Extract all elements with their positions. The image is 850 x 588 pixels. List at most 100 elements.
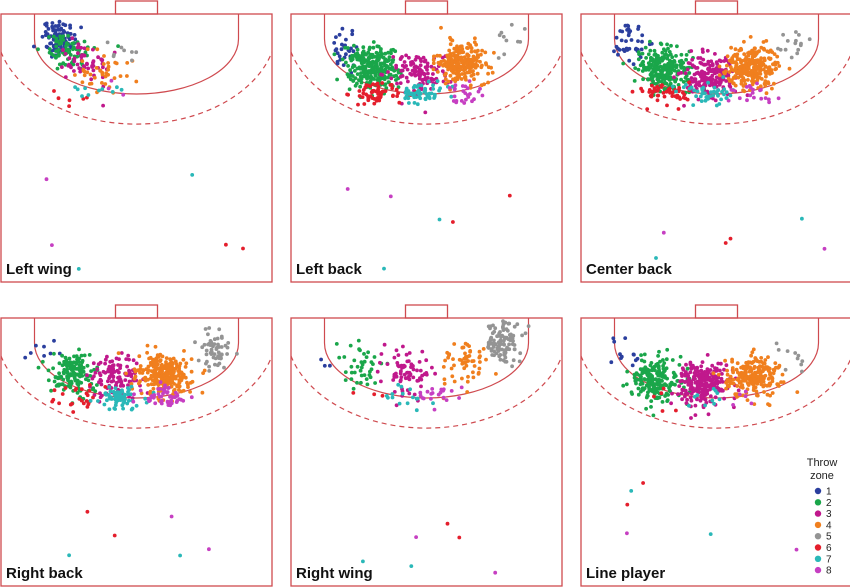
throw-point-zone-3 bbox=[710, 378, 715, 382]
throw-point-zone-4 bbox=[148, 391, 153, 395]
throw-point-zone-7 bbox=[125, 401, 130, 406]
throw-point-zone-5 bbox=[207, 369, 212, 373]
throw-point-zone-7 bbox=[424, 92, 429, 96]
throw-point-zone-6 bbox=[445, 521, 450, 526]
throw-point-zone-4 bbox=[431, 61, 436, 66]
throw-point-zone-3 bbox=[708, 394, 713, 398]
throw-point-zone-4 bbox=[730, 359, 734, 364]
throw-point-zone-4 bbox=[188, 390, 193, 394]
throw-point-zone-5 bbox=[498, 330, 502, 334]
throw-point-zone-2 bbox=[646, 61, 651, 66]
throw-point-zone-8 bbox=[759, 96, 764, 101]
throw-point-zone-3 bbox=[704, 376, 708, 380]
throw-point-zone-3 bbox=[670, 391, 674, 396]
throw-point-zone-5 bbox=[507, 347, 512, 352]
throw-point-zone-3 bbox=[696, 97, 701, 102]
throw-point-zone-7 bbox=[399, 384, 404, 389]
throw-point-zone-2 bbox=[85, 363, 90, 368]
throw-point-zone-2 bbox=[664, 357, 669, 362]
throw-point-zone-8 bbox=[158, 380, 163, 385]
throw-point-zone-1 bbox=[341, 63, 346, 67]
throw-point-zone-3 bbox=[714, 66, 719, 71]
throw-point-zone-2 bbox=[654, 82, 659, 86]
throw-point-zone-4 bbox=[750, 361, 754, 365]
throw-point-zone-8 bbox=[179, 397, 183, 402]
throw-point-zone-4 bbox=[777, 64, 782, 68]
throw-point-zone-1 bbox=[640, 39, 644, 44]
throw-point-zone-7 bbox=[716, 88, 720, 93]
throw-point-zone-6 bbox=[661, 386, 666, 391]
throw-point-zone-2 bbox=[75, 372, 79, 377]
throw-point-zone-2 bbox=[665, 347, 670, 352]
throw-point-zone-4 bbox=[770, 86, 774, 91]
throw-point-zone-4 bbox=[762, 56, 767, 61]
throw-point-zone-2 bbox=[345, 72, 350, 77]
throw-point-zone-4 bbox=[448, 73, 453, 78]
throw-point-zone-3 bbox=[683, 71, 688, 76]
throw-point-zone-2 bbox=[371, 362, 375, 366]
throw-point-zone-2 bbox=[49, 388, 53, 393]
throw-point-zone-3 bbox=[745, 93, 750, 98]
throw-point-zone-4 bbox=[468, 349, 473, 353]
throw-point-zone-2 bbox=[390, 65, 395, 70]
throw-point-zone-4 bbox=[765, 383, 769, 388]
throw-point-zone-6 bbox=[394, 87, 399, 92]
throw-point-zone-4 bbox=[755, 359, 760, 363]
throw-point-zone-4 bbox=[717, 64, 722, 69]
throw-point-zone-2 bbox=[630, 392, 634, 396]
throw-point-zone-3 bbox=[692, 64, 697, 69]
throw-point-zone-4 bbox=[146, 383, 151, 387]
throw-point-zone-4 bbox=[743, 376, 748, 381]
throw-point-zone-6 bbox=[660, 409, 665, 413]
throw-point-zone-2 bbox=[666, 70, 670, 74]
throw-point-zone-5 bbox=[794, 30, 798, 34]
throw-point-zone-2 bbox=[362, 352, 366, 356]
throw-point-zone-6 bbox=[112, 533, 117, 538]
throw-point-zone-3 bbox=[70, 36, 75, 41]
throw-point-zone-3 bbox=[413, 73, 418, 78]
throw-point-zone-2 bbox=[658, 359, 662, 364]
throw-point-zone-4 bbox=[446, 79, 451, 84]
throw-point-zone-4 bbox=[445, 350, 450, 355]
throw-point-zone-2 bbox=[387, 55, 392, 59]
throw-point-zone-2 bbox=[55, 66, 60, 71]
throw-point-zone-4 bbox=[764, 74, 768, 79]
throw-point-zone-3 bbox=[691, 377, 696, 382]
throw-point-zone-5 bbox=[509, 22, 514, 27]
throw-point-zone-3 bbox=[380, 73, 385, 77]
throw-point-zone-6 bbox=[375, 81, 380, 86]
throw-point-zone-3 bbox=[702, 370, 707, 374]
legend-swatch-5 bbox=[814, 533, 822, 540]
throw-point-zone-6 bbox=[361, 91, 366, 96]
throw-point-zone-4 bbox=[164, 356, 169, 360]
panel-3: Center back bbox=[580, 0, 850, 283]
throw-point-zone-1 bbox=[334, 35, 338, 39]
throw-point-zone-4 bbox=[82, 73, 87, 78]
throw-point-zone-4 bbox=[772, 52, 777, 56]
throw-point-zone-6 bbox=[630, 89, 635, 94]
throw-point-zone-4 bbox=[739, 81, 744, 86]
throw-point-zone-2 bbox=[349, 370, 354, 375]
throw-point-zone-4 bbox=[744, 61, 748, 65]
throw-point-zone-3 bbox=[695, 386, 699, 391]
throw-point-zone-8 bbox=[441, 395, 446, 400]
legend-swatch-1 bbox=[814, 487, 822, 495]
throw-point-zone-1 bbox=[636, 39, 640, 43]
throw-point-zone-4 bbox=[728, 79, 732, 83]
throw-point-zone-2 bbox=[390, 58, 395, 62]
throw-point-zone-4 bbox=[746, 360, 751, 364]
throw-point-zone-4 bbox=[752, 402, 757, 406]
throw-point-zone-4 bbox=[180, 376, 184, 381]
throw-point-zone-3 bbox=[401, 344, 405, 349]
throw-point-zone-6 bbox=[457, 535, 462, 540]
throw-point-zone-2 bbox=[640, 387, 645, 392]
throw-point-zone-5 bbox=[492, 338, 496, 343]
throw-point-zone-4 bbox=[725, 63, 729, 68]
throw-point-zone-8 bbox=[425, 389, 430, 394]
throw-point-zone-7 bbox=[692, 88, 697, 93]
throw-point-zone-6 bbox=[371, 82, 375, 86]
throw-point-zone-3 bbox=[406, 79, 410, 84]
throw-point-zone-7 bbox=[108, 389, 113, 394]
throw-point-zone-7 bbox=[115, 85, 119, 90]
throw-point-zone-7 bbox=[134, 403, 139, 408]
